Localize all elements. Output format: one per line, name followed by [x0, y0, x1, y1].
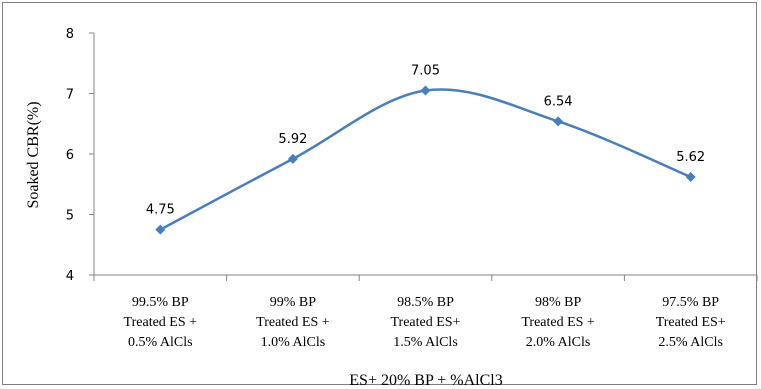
- x-axis-title: ES+ 20% BP + %AlCl3: [349, 372, 502, 389]
- x-category-label: 98.5% BP Treated ES+ 1.5% AlCls: [391, 295, 461, 350]
- data-labels: 4.75 5.92 7.05 6.54 5.62: [146, 63, 705, 217]
- y-axis-title: Soaked CBR(%): [25, 101, 42, 208]
- data-label: 6.54: [544, 94, 573, 109]
- y-tick-label: 7: [66, 88, 74, 103]
- y-tick-label: 5: [66, 209, 74, 224]
- data-point-marker: [553, 116, 564, 127]
- y-tick-label: 8: [66, 27, 74, 42]
- x-ticks: [93, 275, 758, 281]
- series-line: [159, 88, 692, 231]
- x-category-label: 99.5% BP Treated ES +0.5% AlCls: [124, 295, 198, 350]
- y-ticks: 4 5 6 7 8: [66, 27, 94, 284]
- data-point-marker: [420, 85, 431, 96]
- data-label: 5.62: [676, 150, 705, 165]
- data-label: 5.92: [278, 132, 307, 147]
- data-point-marker: [155, 224, 166, 235]
- data-label: 7.05: [411, 63, 440, 78]
- y-tick-label: 4: [66, 269, 74, 284]
- data-point-marker: [685, 171, 696, 182]
- chart-frame: [2, 2, 757, 385]
- category-labels: 99.5% BP Treated ES +0.5% AlCls 99% BP Trea…: [124, 295, 726, 350]
- y-tick-label: 6: [66, 148, 74, 163]
- series-markers: [155, 85, 696, 235]
- data-label: 4.75: [146, 203, 175, 218]
- x-category-label: 97.5% BP Treated ES+ 2.5% AlCls: [656, 295, 726, 350]
- x-category-label: 99% BP Treated ES +1.0% AlCls: [256, 295, 330, 350]
- data-point-marker: [287, 153, 298, 164]
- x-category-label: 98% BP Treated ES +2.0% AlCls: [521, 295, 595, 350]
